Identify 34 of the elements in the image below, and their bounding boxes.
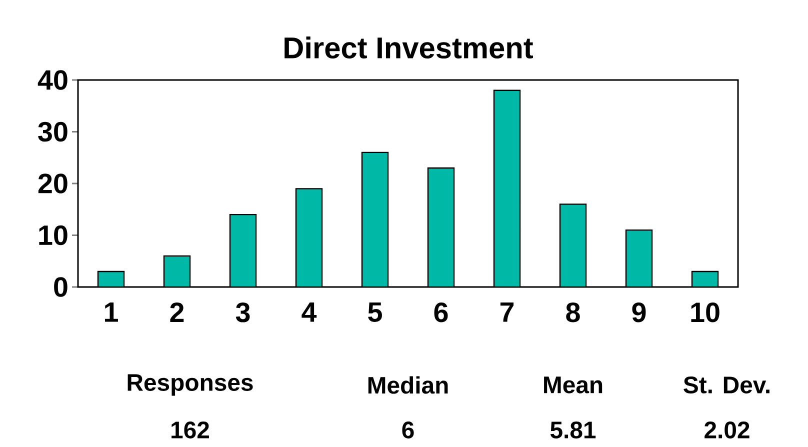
text: Mean [544, 376, 602, 394]
bar [559, 204, 587, 287]
y-tick-label: 40 [38, 70, 68, 90]
x-tick-label: 1 [104, 302, 118, 322]
text: Responses [128, 374, 253, 396]
x-tick-label: 6 [434, 302, 448, 322]
x-tick-label: 8 [566, 302, 580, 322]
text: 2.02 [704, 422, 750, 438]
x-tick-label: 7 [500, 302, 514, 322]
bar [163, 255, 191, 287]
y-tick-label: 0 [54, 277, 68, 297]
y-tick-label: 20 [38, 174, 68, 194]
x-tick-label: 10 [691, 302, 720, 322]
bar [361, 152, 389, 287]
text: St. Dev. [684, 376, 770, 394]
y-tick-label: 30 [38, 122, 68, 142]
bar [427, 167, 455, 287]
text: 5.81 [550, 422, 596, 438]
x-tick-label: 5 [368, 302, 382, 322]
bar [493, 90, 521, 287]
x-tick-label: 9 [632, 302, 646, 322]
text: Median [368, 376, 448, 394]
bar [97, 270, 125, 287]
x-tick-label: 4 [302, 302, 317, 322]
text: 162 [172, 422, 209, 438]
y-tick-label: 10 [39, 225, 68, 246]
text: 6 [402, 422, 414, 438]
x-tick-label: 3 [236, 302, 250, 322]
bar [691, 270, 719, 287]
bar [229, 214, 257, 287]
x-tick-label: 2 [170, 302, 184, 322]
chart-title: Direct Investment [284, 36, 533, 59]
bar [625, 229, 653, 287]
bar [295, 188, 323, 287]
